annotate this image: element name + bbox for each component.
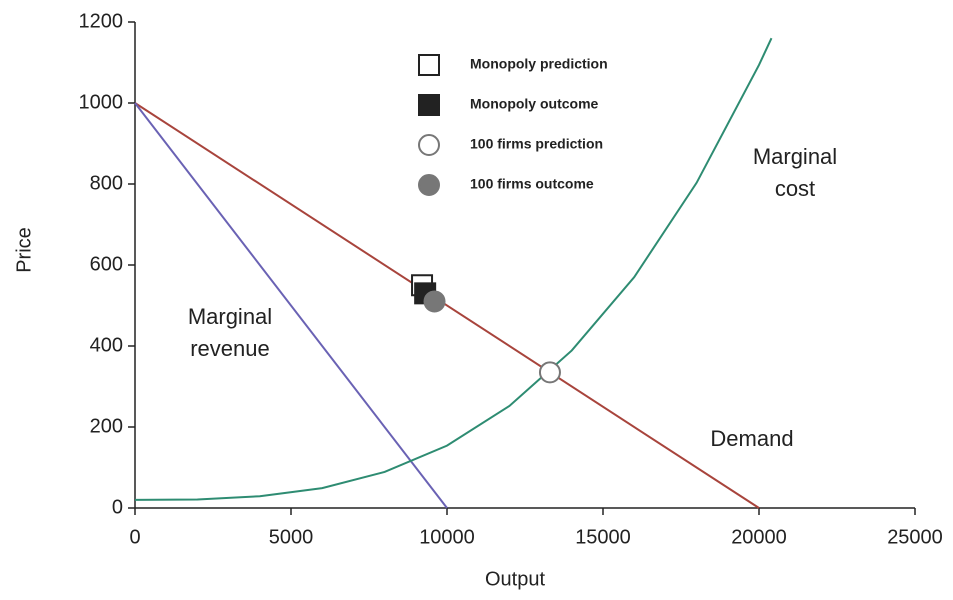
legend-label: Monopoly prediction [470, 56, 608, 72]
y-tick-label: 400 [90, 334, 123, 356]
line [134, 102, 760, 509]
y-axis-label: Price [13, 227, 35, 273]
x-tick-label: 20000 [731, 526, 787, 548]
y-tick-label: 0 [112, 496, 123, 518]
x-tick-label: 5000 [269, 526, 314, 548]
marker [418, 174, 440, 196]
marker [418, 94, 440, 116]
annotation: Marginal [753, 144, 837, 169]
line [134, 37, 773, 501]
marker [423, 290, 446, 313]
marker [418, 54, 440, 76]
annotation: Demand [710, 426, 793, 451]
annotation: cost [775, 176, 815, 201]
marker [418, 134, 440, 156]
x-axis-label: Output [485, 568, 545, 590]
y-tick-label: 800 [90, 172, 123, 194]
y-tick-label: 600 [90, 253, 123, 275]
annotation: Marginal [188, 304, 272, 329]
y-tick-label: 1000 [79, 91, 124, 113]
x-tick-label: 25000 [887, 526, 943, 548]
legend-label: 100 firms outcome [470, 176, 594, 192]
marker [538, 361, 561, 384]
legend-label: Monopoly outcome [470, 96, 599, 112]
y-tick-label: 1200 [79, 10, 124, 32]
x-tick-label: 0 [129, 526, 140, 548]
x-tick-label: 10000 [419, 526, 475, 548]
line [134, 102, 448, 509]
x-tick-label: 15000 [575, 526, 631, 548]
legend-label: 100 firms prediction [470, 136, 603, 152]
annotation: revenue [190, 336, 270, 361]
y-tick-label: 200 [90, 415, 123, 437]
